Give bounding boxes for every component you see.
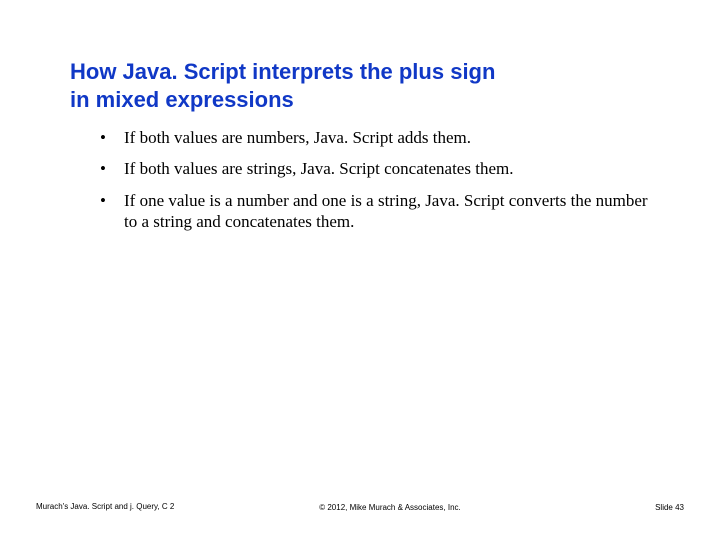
footer-center: © 2012, Mike Murach & Associates, Inc. bbox=[176, 503, 604, 512]
footer-right: Slide 43 bbox=[604, 503, 684, 512]
title-line-2: in mixed expressions bbox=[70, 87, 294, 112]
list-item: If one value is a number and one is a st… bbox=[100, 190, 650, 233]
list-item: If both values are strings, Java. Script… bbox=[100, 158, 650, 179]
list-item: If both values are numbers, Java. Script… bbox=[100, 127, 650, 148]
bullet-list: If both values are numbers, Java. Script… bbox=[70, 127, 650, 232]
bullet-text: If both values are strings, Java. Script… bbox=[124, 159, 513, 178]
slide-title: How Java. Script interprets the plus sig… bbox=[70, 58, 650, 113]
footer-left: Murach's Java. Script and j. Query, C 2 bbox=[36, 502, 176, 512]
slide-footer: Murach's Java. Script and j. Query, C 2 … bbox=[0, 502, 720, 512]
bullet-text: If one value is a number and one is a st… bbox=[124, 191, 648, 231]
bullet-text: If both values are numbers, Java. Script… bbox=[124, 128, 471, 147]
slide: How Java. Script interprets the plus sig… bbox=[0, 0, 720, 540]
title-line-1: How Java. Script interprets the plus sig… bbox=[70, 59, 495, 84]
